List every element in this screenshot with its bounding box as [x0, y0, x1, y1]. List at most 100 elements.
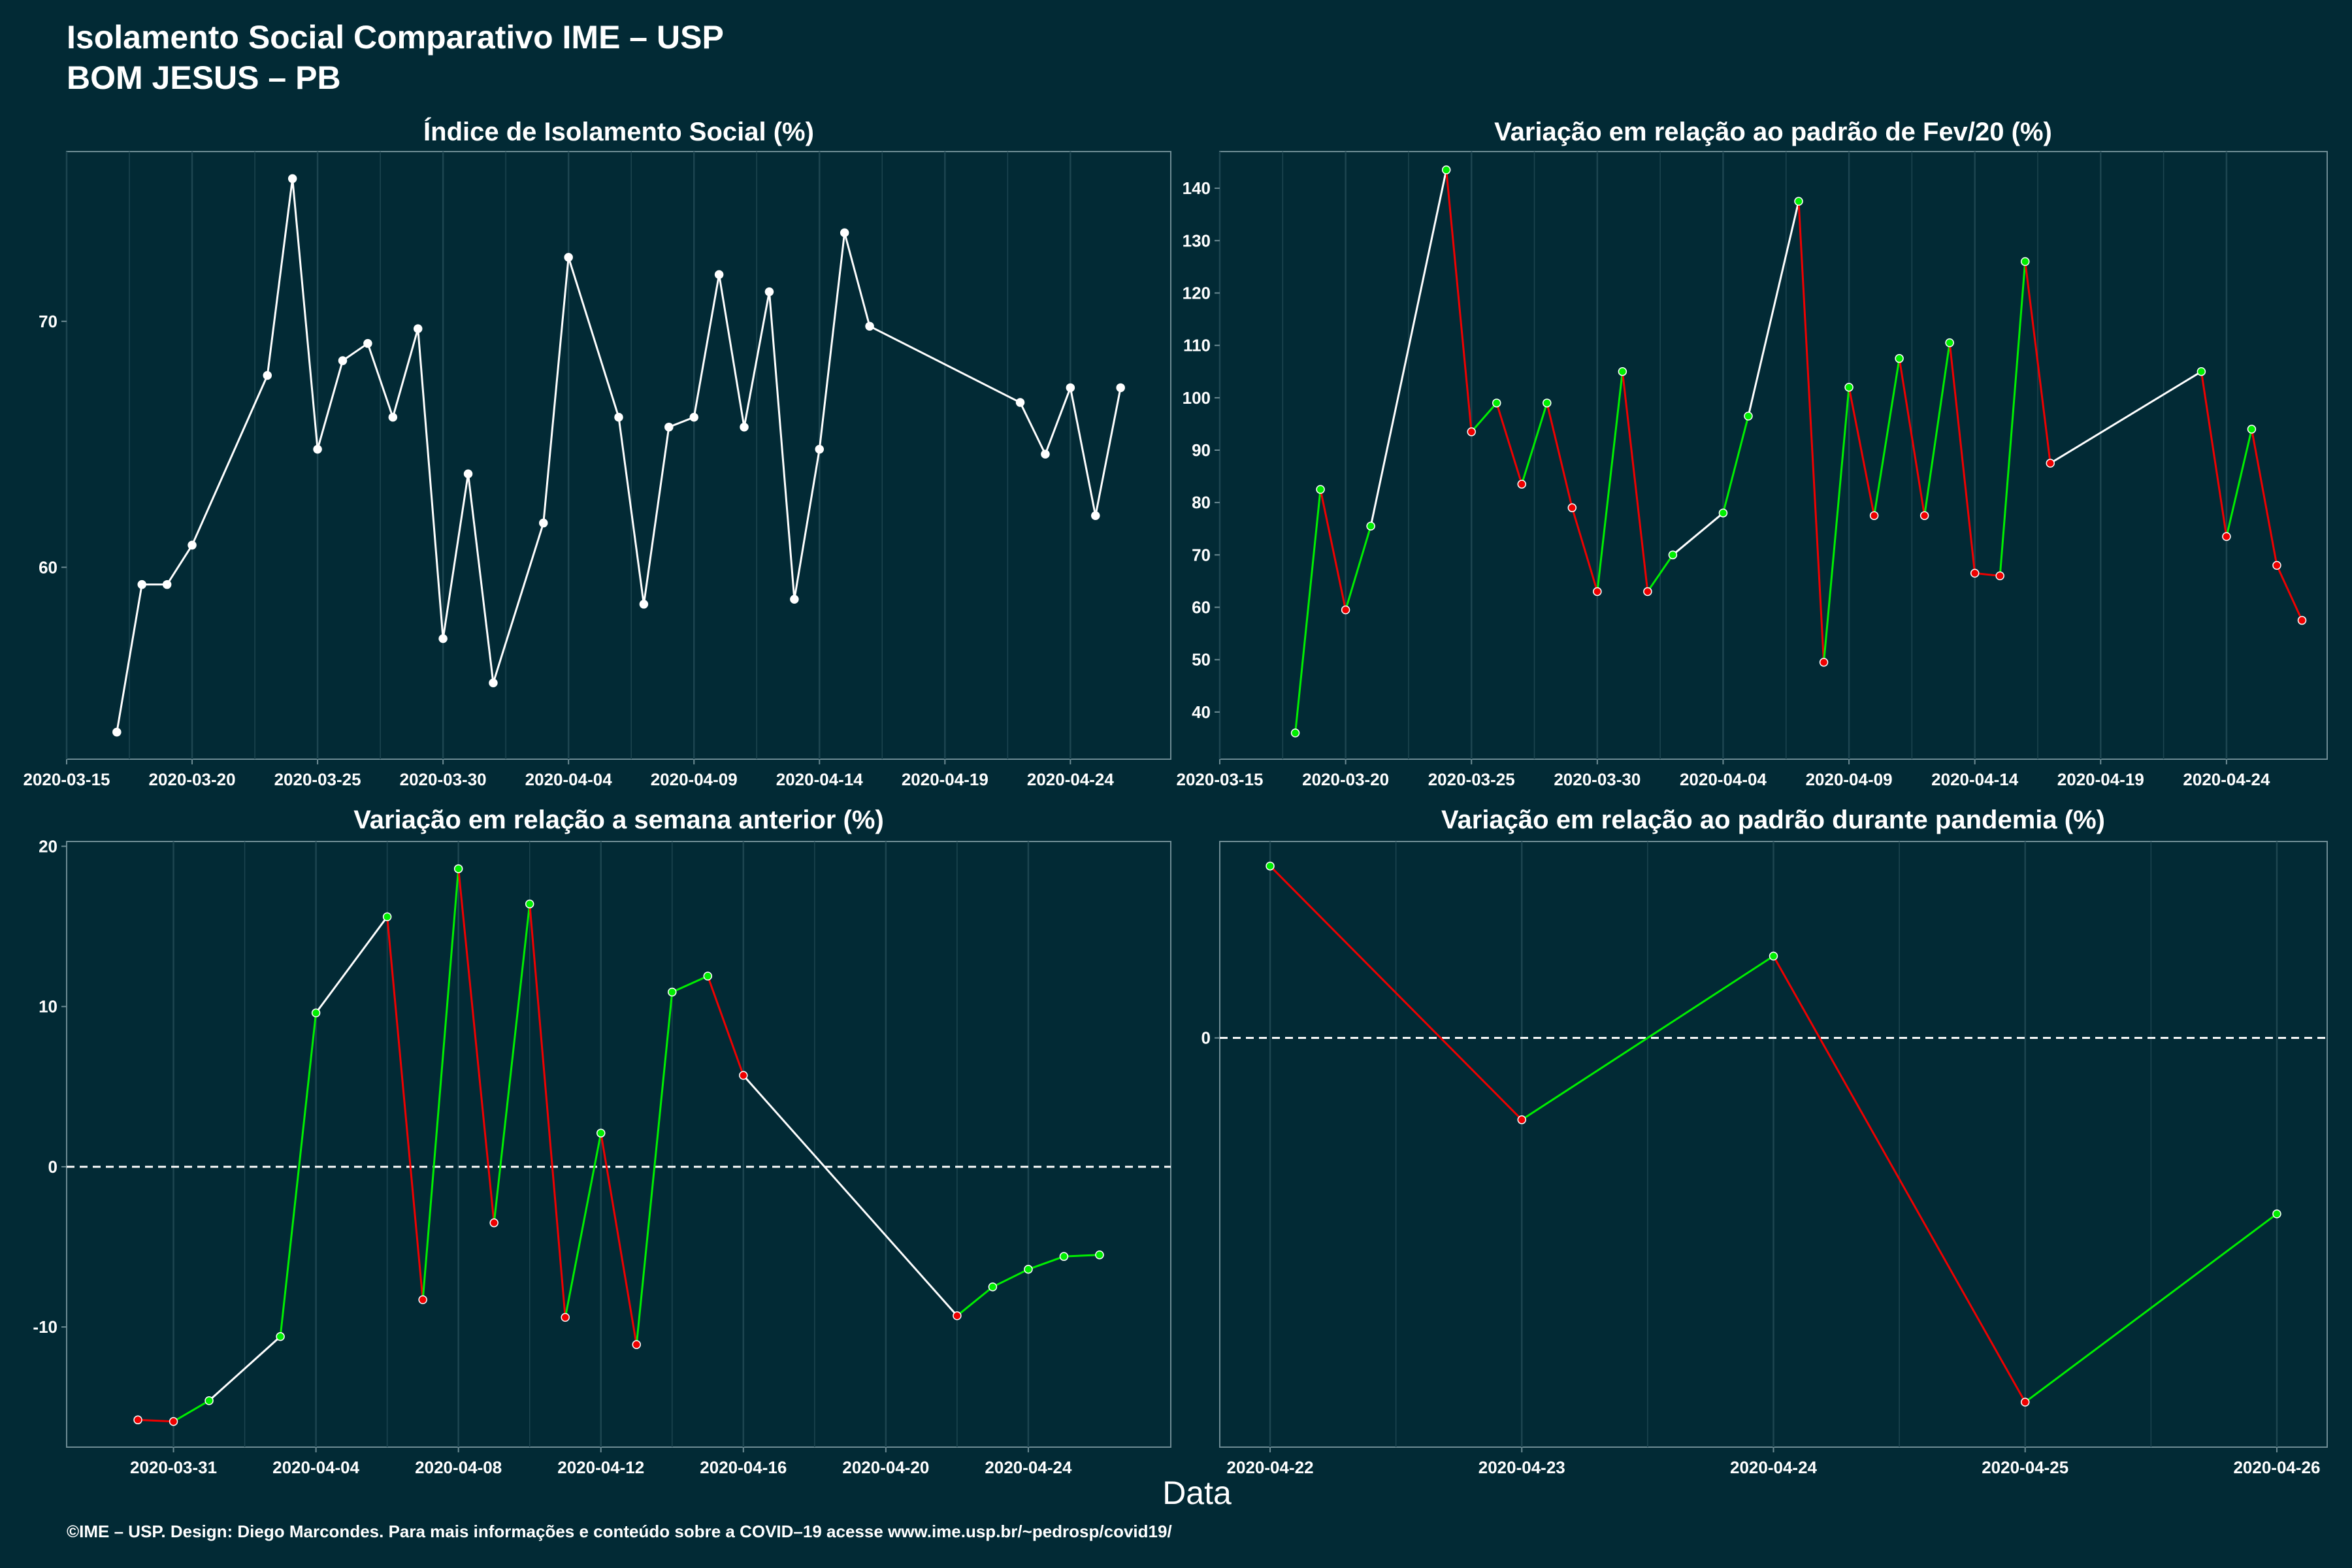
data-point	[1341, 605, 1350, 615]
series-segment	[869, 325, 1021, 404]
data-point	[1441, 165, 1451, 174]
dashboard-subtitle: BOM JESUS – PB	[67, 59, 341, 96]
series-segment	[1044, 387, 1071, 455]
y-tick-label: 70	[39, 312, 57, 331]
series-segment	[2250, 429, 2278, 566]
series-segment	[2024, 1213, 2278, 1403]
series-segment	[1571, 507, 1599, 592]
x-tick-label: 2020-03-15	[24, 770, 110, 789]
series-segment	[1069, 387, 1097, 516]
series-segment	[1520, 402, 1548, 485]
data-point	[382, 912, 392, 922]
series-segment	[793, 449, 821, 600]
data-point	[413, 324, 423, 333]
y-tick-label: 40	[1192, 702, 1211, 722]
series-segment	[1019, 402, 1047, 455]
data-point	[1517, 480, 1527, 489]
series-segment	[172, 1399, 210, 1423]
data-point	[1024, 1265, 1033, 1274]
series-segment	[600, 1133, 638, 1345]
x-tick-label: 2020-04-04	[525, 770, 613, 789]
series-segment	[617, 417, 645, 604]
data-point	[1543, 399, 1552, 408]
data-point	[276, 1332, 285, 1341]
series-segment	[1269, 865, 1523, 1120]
x-tick-label: 2020-04-16	[700, 1458, 787, 1477]
series-segment	[492, 523, 545, 683]
y-tick-label: 0	[48, 1157, 57, 1177]
data-point	[2247, 425, 2257, 434]
x-tick-label: 2020-04-14	[1931, 770, 2019, 789]
y-tick-label: 90	[1192, 440, 1211, 460]
series-segment	[1596, 371, 1624, 592]
series-segment	[843, 232, 871, 327]
data-point	[1945, 338, 1954, 348]
series-segment	[279, 1013, 318, 1337]
data-point	[438, 634, 448, 644]
series-segment	[208, 1335, 282, 1401]
x-tick-label: 2020-03-31	[130, 1458, 217, 1477]
data-point	[525, 899, 534, 909]
data-point	[1492, 399, 1501, 408]
series-segment	[1999, 261, 2027, 576]
data-point	[1095, 1250, 1104, 1260]
x-tick-label: 2020-04-19	[902, 770, 988, 789]
data-point	[489, 678, 498, 688]
series-segment	[417, 328, 444, 639]
data-point	[112, 727, 122, 737]
data-point	[668, 987, 677, 997]
series-segment	[718, 274, 745, 427]
series-segment	[1797, 201, 1825, 662]
series-segment	[1319, 489, 1347, 610]
x-tick-label: 2020-03-25	[274, 770, 361, 789]
series-segment	[668, 416, 694, 429]
panel-isolation-index: Índice de Isolamento Social (%) 2020-03-…	[24, 117, 1171, 789]
data-point	[2020, 257, 2030, 267]
data-point	[188, 540, 197, 550]
y-tick-label: -10	[33, 1317, 57, 1337]
data-point	[1066, 383, 1075, 393]
data-point	[204, 1396, 214, 1405]
data-point	[133, 1415, 142, 1425]
data-point	[489, 1218, 498, 1228]
x-tick-label: 2020-03-30	[400, 770, 487, 789]
series-segment	[1345, 525, 1372, 610]
data-point	[1467, 427, 1476, 436]
series-segment	[1646, 554, 1674, 593]
data-point	[1593, 587, 1602, 596]
data-point	[865, 321, 874, 331]
series-segment	[1294, 489, 1322, 734]
data-point	[169, 1417, 178, 1426]
data-point	[162, 580, 172, 589]
x-tick-label: 2020-03-15	[1177, 770, 1264, 789]
series-segment	[1546, 402, 1573, 508]
data-point	[2297, 615, 2307, 625]
data-point	[1970, 568, 1980, 578]
data-point	[1091, 511, 1100, 520]
x-tick-label: 2020-03-20	[1302, 770, 1389, 789]
footer-caption: ©IME – USP. Design: Diego Marcondes. Par…	[67, 1522, 1172, 1541]
data-point	[1744, 412, 1753, 421]
y-tick-label: 130	[1183, 231, 1211, 250]
series-segment	[635, 992, 674, 1345]
x-tick-label: 2020-04-26	[2233, 1458, 2320, 1477]
x-tick-label: 2020-03-20	[149, 770, 236, 789]
series-segment	[693, 274, 721, 417]
y-tick-label: 0	[1201, 1028, 1211, 1048]
data-point	[596, 1128, 606, 1138]
series-segment	[1848, 387, 1876, 516]
data-point	[614, 412, 623, 422]
series-segment	[391, 328, 419, 418]
x-tick-label: 2020-03-30	[1554, 770, 1641, 789]
data-point	[311, 1008, 321, 1018]
x-tick-label: 2020-03-25	[1428, 770, 1515, 789]
data-point	[388, 412, 398, 422]
data-point	[2222, 532, 2231, 542]
series-segment	[2225, 429, 2253, 537]
series-segment	[315, 916, 388, 1014]
y-tick-label: 60	[39, 557, 57, 577]
series-segment	[266, 178, 294, 376]
data-point	[689, 412, 698, 422]
data-point	[2046, 459, 2055, 468]
data-point	[1718, 508, 1728, 517]
